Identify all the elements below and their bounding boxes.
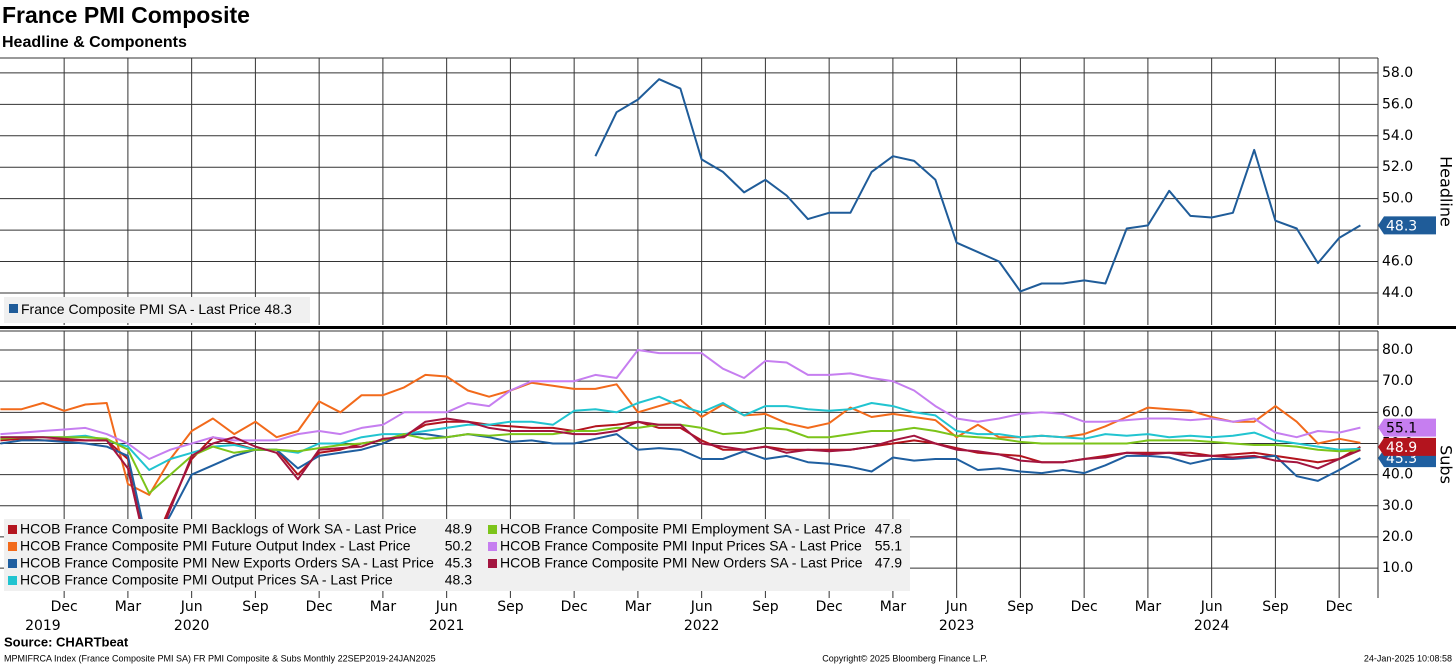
y-tick-label: 40.0 xyxy=(1382,467,1413,483)
x-tick-label: Jun xyxy=(180,599,203,615)
legend-label: HCOB France Composite PMI Input Prices S… xyxy=(500,538,862,554)
footer-center: Copyright© 2025 Bloomberg Finance L.P. xyxy=(822,653,988,663)
last-value-label: 48.9 xyxy=(1386,440,1417,456)
y-tick-label: 70.0 xyxy=(1382,373,1413,389)
legend-swatch xyxy=(8,559,17,568)
x-tick-label: Sep xyxy=(497,599,524,615)
x-tick-label: Dec xyxy=(306,599,333,615)
x-tick-label: Jun xyxy=(945,599,968,615)
legend-swatch xyxy=(9,304,18,313)
x-year-label: 2022 xyxy=(684,618,720,634)
legend-value: 50.2 xyxy=(445,538,472,554)
series-line xyxy=(0,349,1361,460)
legend-value: 47.8 xyxy=(875,521,902,537)
x-year-label: 2019 xyxy=(25,618,61,634)
chart-title: France PMI Composite xyxy=(2,2,250,28)
y-tick-label: 50.0 xyxy=(1382,191,1413,207)
x-year-label: 2020 xyxy=(174,618,210,634)
series-line xyxy=(594,78,1361,293)
y-tick-label: 46.0 xyxy=(1382,254,1413,270)
x-tick-label: Mar xyxy=(1135,599,1162,615)
last-value-label: 48.3 xyxy=(1386,218,1417,234)
legend-swatch xyxy=(8,576,17,585)
x-tick-label: Mar xyxy=(880,599,907,615)
y-tick-label: 54.0 xyxy=(1382,128,1413,144)
legend-swatch xyxy=(488,542,497,551)
x-tick-label: Jun xyxy=(1200,599,1223,615)
x-tick-label: Mar xyxy=(370,599,397,615)
footer-left: MPMIFRCA Index (France Composite PMI SA)… xyxy=(4,653,436,663)
last-value-label: 55.1 xyxy=(1386,421,1417,437)
x-tick-label: Dec xyxy=(51,599,78,615)
y-tick-label: 60.0 xyxy=(1382,404,1413,420)
x-tick-label: Dec xyxy=(561,599,588,615)
x-tick-label: Sep xyxy=(1007,599,1034,615)
y-axis-label: Subs xyxy=(1437,445,1456,484)
x-tick-label: Mar xyxy=(115,599,142,615)
y-tick-label: 80.0 xyxy=(1382,342,1413,358)
x-tick-label: Dec xyxy=(816,599,843,615)
y-tick-label: 30.0 xyxy=(1382,498,1413,514)
legend-label: HCOB France Composite PMI Employment SA … xyxy=(500,521,866,537)
last-value-box xyxy=(1378,418,1436,437)
legend-label: HCOB France Composite PMI New Orders SA … xyxy=(500,555,863,571)
x-tick-label: Dec xyxy=(1326,599,1353,615)
legend-value: 48.3 xyxy=(265,301,292,317)
y-tick-label: 10.0 xyxy=(1382,560,1413,576)
legend-swatch xyxy=(488,525,497,534)
y-tick-label: 58.0 xyxy=(1382,65,1413,81)
legend-swatch xyxy=(8,525,17,534)
x-tick-label: Jun xyxy=(435,599,458,615)
y-tick-label: 20.0 xyxy=(1382,529,1413,545)
legend-value: 45.3 xyxy=(445,555,472,571)
x-tick-label: Jun xyxy=(690,599,713,615)
legend-box xyxy=(4,297,310,323)
source: Source: CHARTbeat xyxy=(4,634,129,649)
y-axis-label: Headline xyxy=(1437,156,1456,227)
series-line xyxy=(0,433,1361,554)
legend-label: HCOB France Composite PMI Backlogs of Wo… xyxy=(20,521,417,537)
y-tick-label: 56.0 xyxy=(1382,96,1413,112)
legend-box xyxy=(4,519,910,591)
chart-subtitle: Headline & Components xyxy=(2,34,187,51)
x-year-label: 2021 xyxy=(429,618,465,634)
legend-value: 48.9 xyxy=(445,521,472,537)
legend-label: HCOB France Composite PMI Output Prices … xyxy=(20,572,393,588)
x-tick-label: Dec xyxy=(1071,599,1098,615)
x-tick-label: Mar xyxy=(625,599,652,615)
x-year-label: 2023 xyxy=(939,618,975,634)
legend-label: HCOB France Composite PMI Future Output … xyxy=(20,538,411,554)
y-tick-label: 52.0 xyxy=(1382,159,1413,175)
legend-value: 48.3 xyxy=(445,572,472,588)
legend-value: 55.1 xyxy=(875,538,902,554)
legend-label: HCOB France Composite PMI New Exports Or… xyxy=(20,555,434,571)
series-line xyxy=(0,417,1361,563)
x-year-label: 2024 xyxy=(1194,618,1230,634)
series-line xyxy=(0,395,1361,471)
footer-right: 24-Jan-2025 10:08:58 xyxy=(1364,653,1452,663)
last-value-box xyxy=(1378,437,1436,456)
legend-swatch xyxy=(8,542,17,551)
series-line xyxy=(0,373,1361,496)
legend-value: 47.9 xyxy=(875,555,902,571)
legend-label: France Composite PMI SA - Last Price 48.… xyxy=(21,301,292,317)
x-tick-label: Sep xyxy=(1262,599,1289,615)
legend-swatch xyxy=(488,559,497,568)
x-tick-label: Sep xyxy=(752,599,779,615)
last-value-box xyxy=(1378,216,1436,235)
legend-name: France Composite PMI SA - Last Price xyxy=(21,301,261,317)
x-tick-label: Sep xyxy=(242,599,269,615)
y-tick-label: 44.0 xyxy=(1382,285,1413,301)
